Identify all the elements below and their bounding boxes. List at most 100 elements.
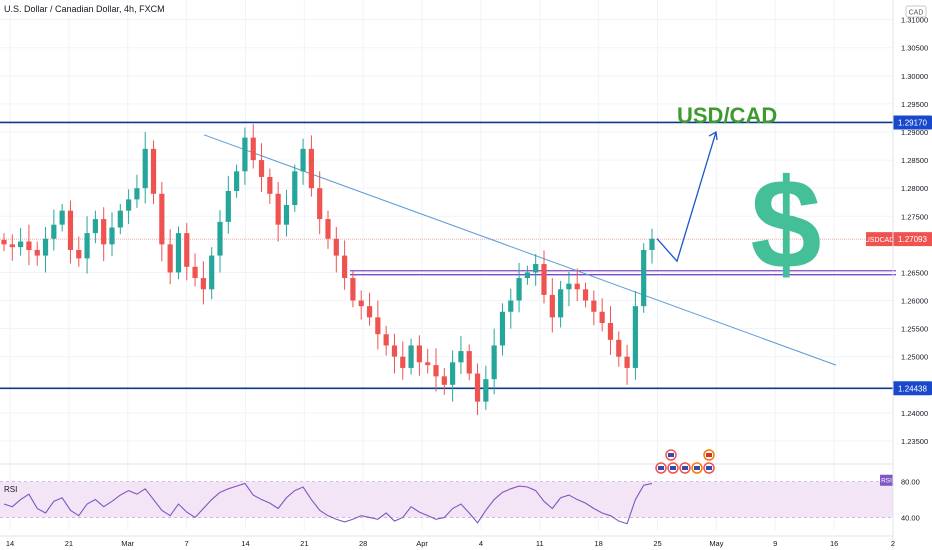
- candle: [425, 362, 431, 366]
- trendline[interactable]: [203, 134, 837, 366]
- symbol-tag[interactable]: [866, 232, 893, 247]
- time-tick-label: 16: [830, 539, 838, 548]
- candle: [26, 241, 32, 250]
- price-tick-label: 1.23500: [901, 437, 928, 446]
- range-zone: [350, 270, 896, 276]
- trend-line[interactable]: [203, 134, 837, 366]
- time-tick-label: Mar: [121, 539, 134, 548]
- flag-icon: [658, 466, 664, 470]
- price-tick-label: 1.27500: [901, 212, 928, 221]
- economic-events[interactable]: [655, 449, 715, 474]
- time-tick-label: 9: [773, 539, 777, 548]
- rsi-badge[interactable]: [880, 474, 893, 486]
- time-tick-label: 14: [6, 539, 14, 548]
- level-price-tag[interactable]: [893, 115, 932, 130]
- candle: [59, 210, 65, 225]
- candle: [84, 233, 90, 259]
- rsi-line: [3, 482, 653, 525]
- candle: [466, 351, 472, 374]
- candle: [192, 266, 198, 279]
- current-price-tag[interactable]: [893, 232, 932, 247]
- projection-arrow[interactable]: [656, 130, 718, 263]
- candle: [591, 300, 597, 312]
- time-tick-label: May: [709, 539, 723, 548]
- candle: [234, 171, 240, 191]
- candle: [308, 148, 314, 189]
- candle: [358, 300, 364, 307]
- price-tick-label: 1.24000: [901, 409, 928, 418]
- candle: [433, 365, 439, 377]
- flag-icon: [706, 466, 712, 470]
- candle: [441, 376, 447, 385]
- candle: [34, 249, 40, 256]
- candle: [350, 278, 356, 301]
- candle: [175, 233, 182, 273]
- candle: [1, 239, 7, 245]
- candle: [375, 317, 381, 335]
- candle: [142, 148, 148, 189]
- currency-badge[interactable]: CAD: [905, 5, 927, 18]
- price-candles: [1, 124, 655, 416]
- time-tick-label: 28: [359, 539, 367, 548]
- horizontal-levels[interactable]: [0, 121, 893, 390]
- candle: [117, 210, 123, 228]
- candle: [51, 224, 57, 239]
- projection-arrowhead: [708, 130, 718, 141]
- price-tick-label: 1.29500: [901, 100, 928, 109]
- pair-annotation[interactable]: USD/CAD: [677, 103, 777, 128]
- candle: [267, 176, 273, 194]
- chart-title: U.S. Dollar / Canadian Dollar, 4h, FXCM: [4, 4, 165, 14]
- currency-badge-label: CAD: [909, 10, 924, 17]
- candle: [184, 233, 190, 267]
- level-price-label: 1.24438: [898, 384, 927, 393]
- price-tick-label: 1.28000: [901, 184, 928, 193]
- grid: [0, 0, 894, 530]
- rsi-tick-label: 40.00: [901, 513, 920, 522]
- dollar-icon[interactable]: $: [750, 153, 821, 296]
- candle: [300, 148, 306, 172]
- symbol-tag-label: USDCAD: [865, 237, 895, 244]
- candle: [641, 249, 647, 307]
- projection-path[interactable]: [656, 131, 717, 263]
- candle: [134, 188, 140, 200]
- level-price-label: 1.29170: [898, 118, 927, 127]
- candle: [400, 356, 406, 368]
- time-axis[interactable]: 14 21 Mar 7 14 21 28 Apr 4 11 18 25 May 9 16 2: [0, 535, 895, 548]
- rsi-badge-label: RSI: [881, 478, 892, 485]
- candle: [242, 137, 248, 172]
- candle: [200, 278, 206, 290]
- candle: [42, 238, 49, 256]
- time-tick-label: 21: [65, 539, 73, 548]
- candle: [483, 379, 489, 402]
- time-tick-label: 7: [185, 539, 189, 548]
- price-tick-label: 1.26000: [901, 297, 928, 306]
- candle: [292, 171, 298, 206]
- level-price-tag[interactable]: [893, 381, 932, 396]
- price-axis[interactable]: 1.29170 1.24438 USDCAD 1.27093 1.31000 1.3050…: [865, 0, 932, 550]
- candle: [416, 345, 422, 363]
- candle: [391, 345, 398, 357]
- candle: [566, 283, 572, 290]
- candle: [516, 278, 522, 301]
- candle: [599, 311, 605, 323]
- candle: [383, 334, 389, 346]
- price-tick-label: 1.30000: [901, 72, 928, 81]
- time-tick-label: Apr: [416, 539, 428, 548]
- candle: [92, 219, 98, 234]
- flag-icon: [706, 453, 712, 457]
- price-tick-label: 1.25000: [901, 353, 928, 362]
- candle: [317, 188, 323, 220]
- candle: [607, 322, 614, 340]
- candle: [624, 356, 630, 368]
- price-tick-label: 1.26500: [901, 268, 928, 277]
- candle: [275, 193, 281, 225]
- flag-icon: [670, 466, 676, 470]
- time-tick-label: 25: [653, 539, 661, 548]
- time-tick-label: 4: [479, 539, 483, 548]
- flag-icon: [682, 466, 688, 470]
- price-tick-label: 1.31000: [901, 16, 928, 25]
- candle: [109, 227, 115, 245]
- current-price-label: 1.27093: [898, 235, 927, 244]
- candle: [366, 306, 373, 318]
